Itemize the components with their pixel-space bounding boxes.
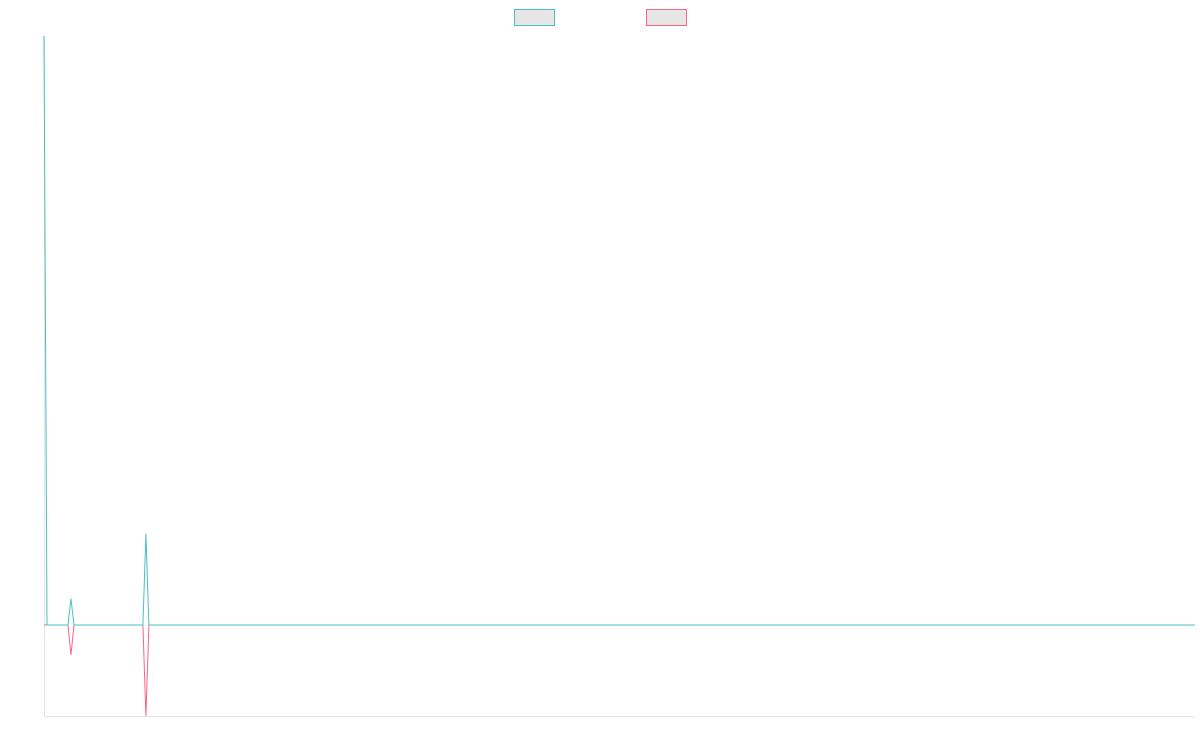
legend-swatch[interactable]: [514, 9, 555, 26]
series-line: [43, 35, 1195, 626]
series-line: [44, 624, 1195, 717]
legend-swatch[interactable]: [646, 9, 687, 26]
